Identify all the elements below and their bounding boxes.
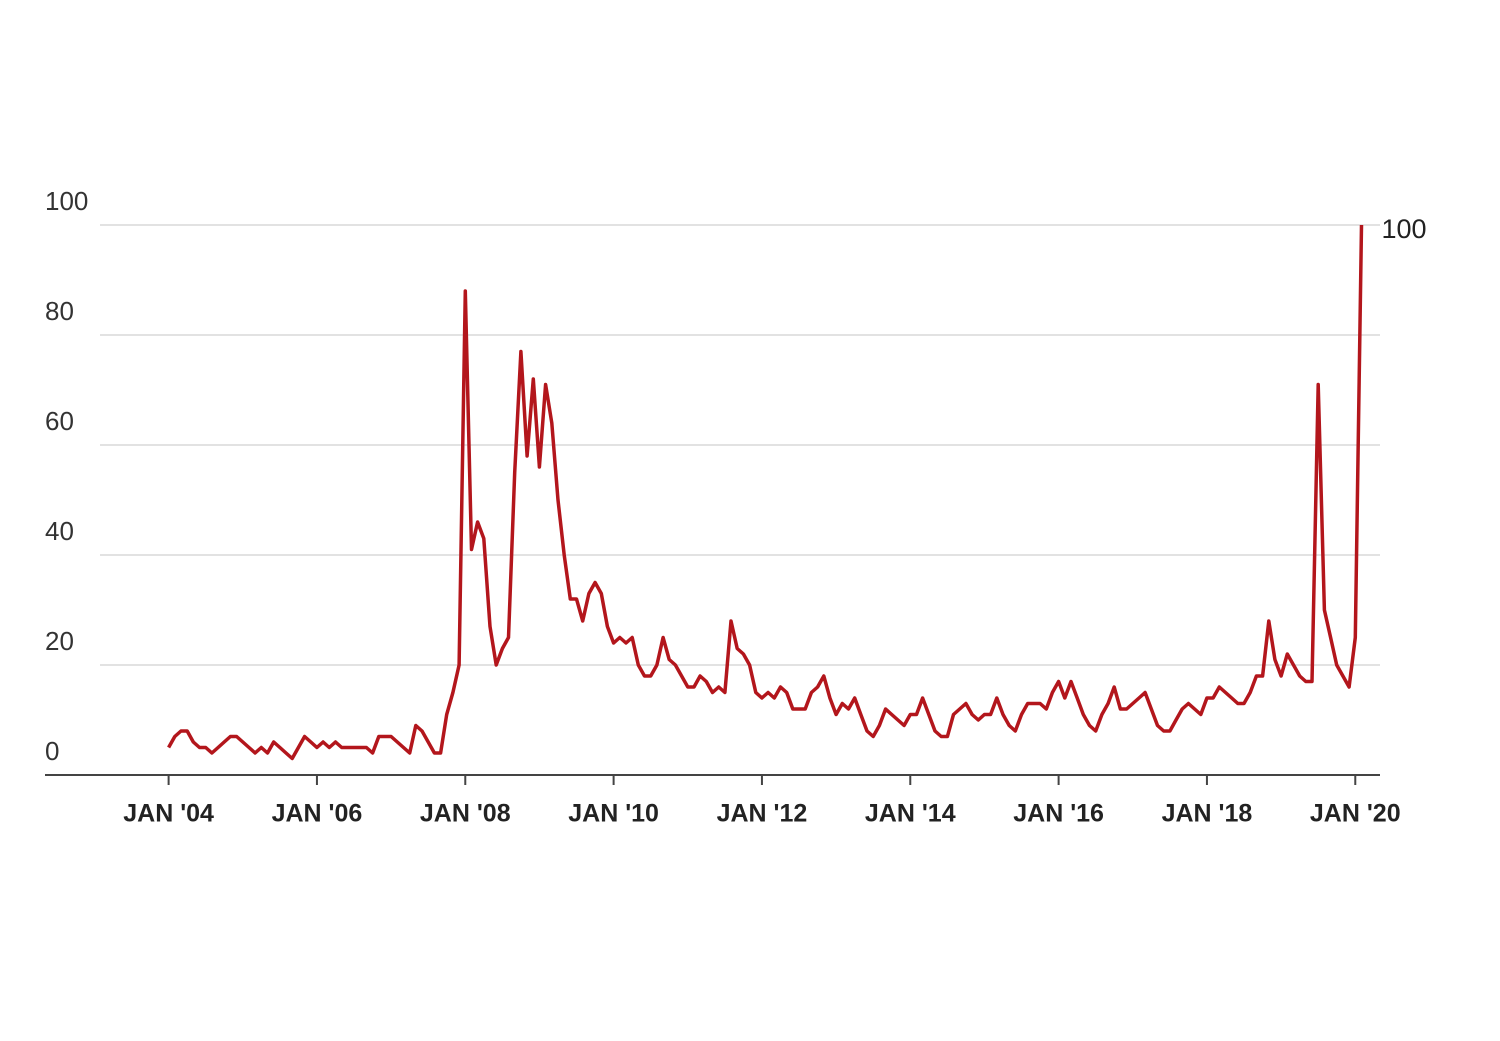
x-tick-label: JAN '18 [1162,800,1253,828]
x-tick-label: JAN '10 [568,800,659,828]
x-tick-label: JAN '14 [865,800,956,828]
y-tick-label: 60 [45,406,74,436]
x-tick-label: JAN '06 [272,800,363,828]
end-value-label: 100 [1381,214,1426,244]
y-tick-label: 80 [45,296,74,326]
x-tick-label: JAN '12 [717,800,808,828]
x-tick-label: JAN '08 [420,800,511,828]
x-tick-label: JAN '04 [123,800,214,828]
data-line [167,224,1364,761]
y-tick-label: 0 [45,736,59,766]
y-tick-label: 40 [45,516,74,546]
y-tick-label: 100 [45,186,88,216]
x-tick-label: JAN '20 [1310,800,1401,828]
x-tick-label: JAN '16 [1013,800,1104,828]
y-tick-label: 20 [45,626,74,656]
